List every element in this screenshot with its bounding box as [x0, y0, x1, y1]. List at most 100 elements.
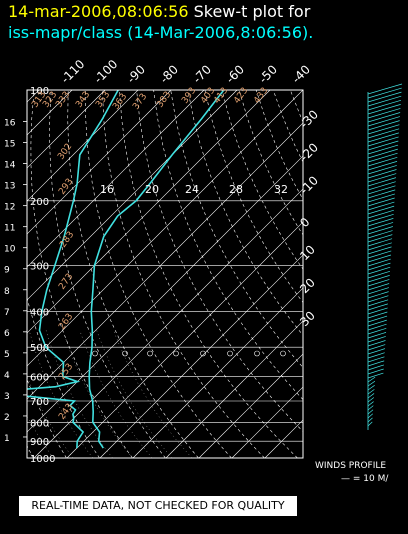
wind-barb — [367, 95, 402, 107]
theta-label: 293 — [57, 177, 75, 197]
wind-barb — [367, 230, 393, 239]
theta-label: 383 — [155, 90, 173, 110]
isotherm-line — [66, 221, 303, 458]
pressure-tick-label: 900 — [30, 437, 49, 448]
wind-barb — [367, 299, 389, 307]
right-temperature-label: 20 — [297, 275, 318, 296]
wind-barb — [367, 120, 400, 131]
wind-barb — [367, 177, 397, 187]
chart-title-line-1: 14-mar-2006,08:06:56 Skew-t plot for — [8, 2, 310, 22]
theta-label: 253 — [57, 362, 75, 382]
wind-barb — [367, 417, 373, 423]
wind-barb — [367, 140, 399, 151]
wind-barb — [367, 389, 375, 395]
plot-frame — [26, 89, 304, 459]
isotherm-line — [99, 254, 303, 458]
height-tick-label: 1 — [4, 434, 10, 444]
wind-barb — [367, 409, 374, 415]
wind-barb — [367, 165, 397, 175]
top-temperature-label: -70 — [190, 62, 214, 86]
wind-barb — [367, 209, 394, 219]
dry-adiabat-line — [204, 90, 303, 304]
height-tick-label: 7 — [4, 308, 10, 318]
wind-barb — [367, 91, 402, 103]
dry-adiabat-line — [272, 90, 303, 163]
dry-adiabat-line — [85, 90, 232, 458]
wind-barb — [367, 344, 386, 351]
wind-barb — [367, 197, 395, 207]
wind-barb — [367, 401, 374, 407]
wind-barb — [367, 136, 399, 147]
top-temperature-label: -100 — [91, 57, 120, 86]
title-timestamp: 14-mar-2006,08:06:56 — [8, 2, 189, 21]
theta-label: 333 — [54, 90, 72, 110]
mixing-ratio-label: 16 — [100, 183, 114, 196]
isotherm-line — [27, 90, 303, 367]
title-suffix: Skew-t plot for — [193, 2, 311, 21]
theta-label: 393 — [180, 86, 198, 106]
height-tick-label: 4 — [4, 371, 10, 381]
dry-adiabat-line — [325, 90, 408, 458]
pressure-tick-label: 1000 — [30, 454, 55, 465]
wind-barb — [367, 234, 393, 243]
moist-adiabat-line — [113, 330, 193, 458]
height-tick-label: 6 — [4, 329, 10, 339]
isotherm-line — [27, 90, 172, 235]
wind-barb — [367, 385, 375, 391]
theta-label: 263 — [57, 312, 75, 332]
wind-barb — [367, 368, 384, 375]
pressure-tick-label: 100 — [30, 86, 49, 97]
theta-label: 273 — [57, 272, 75, 292]
right-temperature-label: -30 — [297, 107, 321, 131]
theta-label: 433 — [252, 86, 270, 106]
wind-barb — [367, 336, 386, 343]
winds-profile-scale: — = 10 M/ — [341, 474, 389, 484]
dry-adiabat-line — [30, 90, 133, 458]
wind-barb — [367, 193, 396, 203]
dry-adiabat-line — [307, 90, 408, 458]
wind-barb — [367, 352, 385, 359]
dry-adiabat-line — [49, 90, 166, 458]
pressure-tick-label: 500 — [30, 343, 49, 354]
top-temperature-label: -90 — [124, 62, 148, 86]
moist-adiabat-line — [28, 330, 94, 458]
isotherm-line — [132, 287, 303, 458]
isotherm-line — [165, 320, 303, 458]
top-temperature-label: -40 — [289, 62, 313, 86]
dry-adiabat-line — [238, 90, 303, 236]
wind-barb — [367, 364, 385, 371]
pressure-tick-label: 200 — [30, 197, 49, 208]
pressure-tick-label: 700 — [30, 397, 49, 408]
isotherm-line — [27, 90, 139, 202]
top-temperature-label: -110 — [58, 57, 87, 86]
dry-adiabat-line — [119, 90, 298, 458]
winds-profile-title: WINDS PROFILE — [315, 461, 387, 471]
height-tick-label: 16 — [4, 119, 16, 129]
wind-barb — [367, 205, 395, 215]
pressure-tick-label: 800 — [30, 418, 49, 429]
wind-barb — [367, 360, 385, 367]
wind-barb — [367, 87, 402, 99]
pressure-tick-label: 600 — [30, 372, 49, 383]
dry-adiabat-line — [0, 90, 1, 458]
lcl-marker — [173, 350, 179, 357]
wind-barb — [367, 315, 388, 323]
wind-barb — [367, 348, 386, 355]
mixing-ratio-label: 32 — [274, 183, 288, 196]
isotherm-line — [27, 122, 303, 400]
dewpoint-trace — [27, 90, 119, 449]
height-tick-label: 8 — [4, 287, 10, 297]
wind-barb — [367, 327, 387, 335]
wind-barb — [367, 185, 396, 195]
moist-adiabat-line — [27, 375, 74, 458]
pressure-tick-label: 300 — [30, 262, 49, 273]
wind-barb — [367, 218, 394, 227]
theta-label: 413 — [212, 86, 230, 106]
lcl-marker — [200, 350, 206, 357]
wind-barb — [367, 332, 387, 339]
isotherm-line — [27, 155, 303, 433]
wind-barb — [367, 254, 392, 263]
wind-barb — [367, 148, 398, 159]
wind-barb — [367, 413, 374, 419]
right-temperature-label: -20 — [297, 140, 321, 164]
